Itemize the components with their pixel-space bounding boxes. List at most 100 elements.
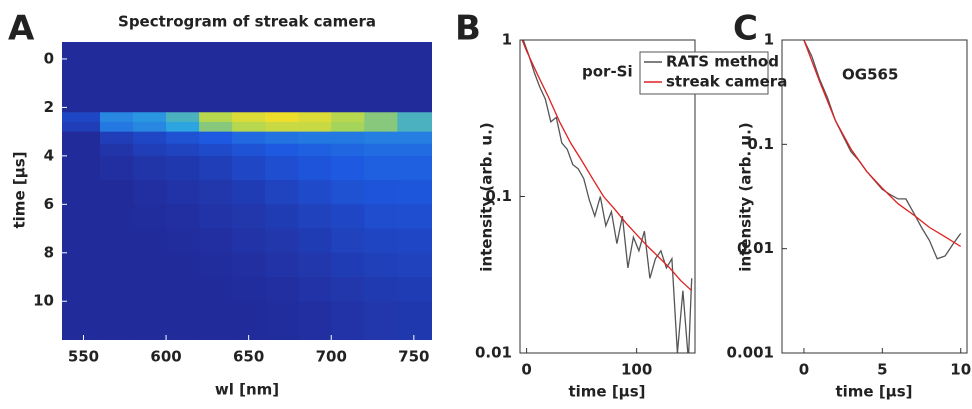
heat-cell <box>364 252 398 278</box>
y-axis-label: intensity (arb. u.) <box>478 122 496 271</box>
heat-cell <box>364 277 398 302</box>
heat-cell <box>232 180 266 205</box>
plot-frame <box>781 39 968 354</box>
heat-cell <box>232 42 266 113</box>
heat-cell <box>298 121 332 133</box>
heat-cell <box>99 42 134 113</box>
heat-cell <box>133 228 167 254</box>
heat-cell <box>99 155 134 181</box>
y-tick-label: 0.1 <box>747 135 774 153</box>
chart-title: Spectrogram of streak camera <box>118 13 376 31</box>
y-tick-label: 6 <box>44 195 54 213</box>
y-tick-label: 0.001 <box>727 344 774 362</box>
heat-cell <box>133 131 167 145</box>
heat-cell <box>166 252 200 278</box>
heat-cell <box>364 204 398 230</box>
heat-cell <box>397 143 432 157</box>
heat-cell <box>166 301 200 340</box>
heat-cell <box>232 155 266 181</box>
heat-cell <box>331 143 365 157</box>
heat-cell <box>298 252 332 278</box>
heat-cell <box>364 131 398 145</box>
heat-cell <box>99 112 134 123</box>
heat-cell <box>199 131 233 145</box>
heat-cell <box>265 228 299 254</box>
x-axis-label: time [µs] <box>835 383 912 401</box>
heat-cell <box>397 131 432 145</box>
heat-cell <box>265 155 299 181</box>
legend-box <box>639 51 769 95</box>
x-tick-label: 700 <box>316 348 347 366</box>
panel-label: C <box>733 9 758 49</box>
heat-cell <box>232 131 266 145</box>
heat-cell <box>265 121 299 133</box>
heat-cell <box>166 42 200 113</box>
heat-cell <box>99 204 134 230</box>
heat-cell <box>397 121 432 133</box>
heat-cell <box>199 42 233 113</box>
heat-cell <box>364 143 398 157</box>
heat-cell <box>232 204 266 230</box>
heat-cell <box>298 204 332 230</box>
heat-cell <box>298 42 332 113</box>
heat-cell <box>331 131 365 145</box>
x-axis-label: wl [nm] <box>215 381 279 399</box>
x-tick-label: 550 <box>68 348 99 366</box>
legend-label: RATS method <box>666 53 779 71</box>
heat-cell <box>232 252 266 278</box>
heat-cell <box>298 180 332 205</box>
heat-cell <box>331 252 365 278</box>
heat-cell <box>133 112 167 123</box>
heat-cell <box>199 252 233 278</box>
heat-cell <box>331 301 365 340</box>
heat-cell <box>62 180 101 205</box>
heat-cell <box>199 112 233 123</box>
heat-cell <box>298 155 332 181</box>
heat-cell <box>62 155 101 181</box>
heat-cell <box>397 180 432 205</box>
heat-cell <box>265 204 299 230</box>
heat-cell <box>397 301 432 340</box>
heat-cell <box>166 204 200 230</box>
y-tick-label: 2 <box>44 98 54 116</box>
series-line <box>522 40 693 353</box>
heat-cell <box>62 301 101 340</box>
plot-area <box>803 40 962 260</box>
heat-cell <box>265 42 299 113</box>
y-axis-label: intensity (arb. u.) <box>737 122 755 271</box>
heat-cell <box>62 252 101 278</box>
heat-cell <box>133 277 167 302</box>
heat-cell <box>331 121 365 133</box>
heat-cell <box>199 143 233 157</box>
heat-cell <box>99 228 134 254</box>
heat-cell <box>397 112 432 123</box>
x-tick-label: 10 <box>950 361 971 379</box>
heat-cell <box>99 252 134 278</box>
heat-cell <box>265 180 299 205</box>
panel-label: B <box>455 9 481 49</box>
x-axis-label: time [µs] <box>568 383 645 401</box>
y-tick-label: 0.01 <box>737 239 774 257</box>
heat-cell <box>331 228 365 254</box>
heat-cell <box>133 143 167 157</box>
heat-cell <box>99 131 134 145</box>
x-tick-label: 650 <box>233 348 264 366</box>
plot-area <box>62 42 432 340</box>
plot-area <box>521 40 693 353</box>
y-tick-label: 0.1 <box>485 187 512 205</box>
heat-cell <box>232 301 266 340</box>
heat-cell <box>364 301 398 340</box>
heat-cell <box>166 228 200 254</box>
heat-cell <box>298 301 332 340</box>
x-tick-label: 0 <box>799 361 809 379</box>
y-axis-label: time [µs] <box>11 151 29 228</box>
heat-cell <box>364 112 398 123</box>
heat-cell <box>397 228 432 254</box>
heat-cell <box>298 143 332 157</box>
heat-cell <box>397 42 432 113</box>
x-tick-label: 100 <box>621 361 652 379</box>
heat-cell <box>364 155 398 181</box>
heat-cell <box>265 301 299 340</box>
x-tick-label: 5 <box>877 361 887 379</box>
legend-label: streak camera <box>666 73 787 91</box>
